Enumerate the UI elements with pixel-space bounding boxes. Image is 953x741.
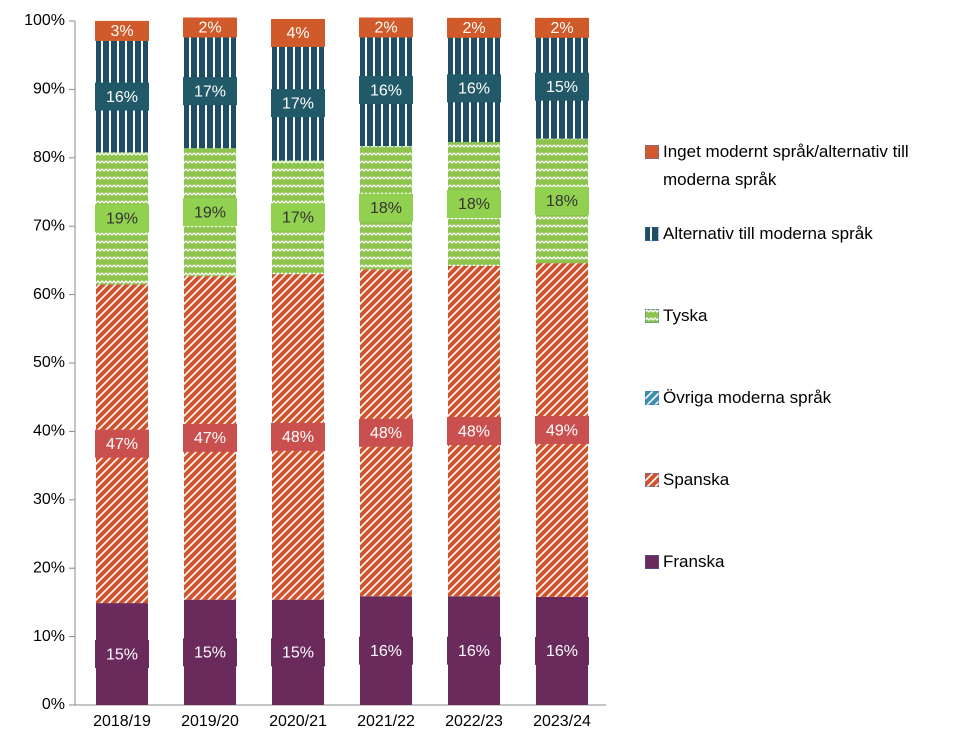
- chart: 0% 10% 20% 30% 40% 50% 60% 70% 80% 90% 100% 2018/19…: [24, 12, 606, 730]
- label-box: [271, 18, 325, 47]
- y-tick-label: 100%: [24, 12, 65, 29]
- legend-swatch: [645, 145, 659, 159]
- label-box: [535, 17, 589, 38]
- legend-item: Franska: [645, 548, 945, 630]
- value-label: 49%: [546, 422, 578, 439]
- x-tick-label: 2018/19: [93, 713, 151, 730]
- legend-swatch: [645, 227, 659, 241]
- y-tick-label: 50%: [33, 354, 65, 371]
- label-box: [183, 638, 237, 667]
- label-box: [95, 429, 149, 458]
- value-label: 48%: [282, 429, 314, 446]
- label-box: [359, 193, 413, 222]
- legend: Inget modernt språk/alternativ till mode…: [645, 138, 945, 630]
- label-box: [271, 89, 325, 118]
- value-label: 16%: [370, 643, 402, 660]
- y-tick-label: 20%: [33, 559, 65, 576]
- value-label: 16%: [106, 89, 138, 106]
- value-label: 18%: [546, 193, 578, 210]
- label-box: [95, 204, 149, 233]
- label-box: [447, 17, 501, 38]
- legend-swatch: [645, 391, 659, 405]
- label-box: [447, 74, 501, 103]
- value-label: 15%: [106, 646, 138, 663]
- legend-item: Alternativ till moderna språk: [645, 220, 945, 302]
- y-tick-label: 90%: [33, 81, 65, 98]
- value-label: 15%: [282, 645, 314, 662]
- value-label: 2%: [374, 20, 397, 37]
- y-tick-label: 70%: [33, 217, 65, 234]
- y-tick-label: 80%: [33, 149, 65, 166]
- label-box: [535, 416, 589, 445]
- label-box: [95, 82, 149, 111]
- value-label: 16%: [546, 643, 578, 660]
- x-tick-label: 2020/21: [269, 713, 327, 730]
- y-tick-label: 40%: [33, 423, 65, 440]
- value-label: 17%: [282, 210, 314, 227]
- value-label: 19%: [194, 204, 226, 221]
- label-box: [359, 17, 413, 38]
- legend-swatch: [645, 473, 659, 487]
- label-box: [271, 638, 325, 667]
- y-tick-label: 30%: [33, 491, 65, 508]
- label-box: [183, 198, 237, 227]
- value-label: 19%: [106, 211, 138, 228]
- label-box: [95, 640, 149, 669]
- legend-swatch: [645, 309, 659, 323]
- label-box: [447, 189, 501, 218]
- x-tick-label: 2021/22: [357, 713, 415, 730]
- legend-swatch: [645, 555, 659, 569]
- legend-item: Spanska: [645, 466, 945, 548]
- value-label: 17%: [282, 95, 314, 112]
- y-tick-label: 10%: [33, 628, 65, 645]
- label-box: [359, 76, 413, 105]
- value-label: 2%: [550, 20, 573, 37]
- value-label: 17%: [194, 83, 226, 100]
- legend-label: Tyska: [663, 306, 708, 325]
- value-label: 16%: [458, 81, 490, 98]
- legend-label: Inget modernt språk/alternativ till mode…: [663, 142, 909, 189]
- legend-label: Franska: [663, 552, 725, 571]
- label-box: [535, 636, 589, 665]
- label-box: [183, 17, 237, 38]
- value-label: 3%: [110, 23, 133, 40]
- legend-item: Tyska: [645, 302, 945, 384]
- x-tick-label: 2022/23: [445, 713, 503, 730]
- value-label: 2%: [198, 20, 221, 37]
- y-tick-label: 0%: [42, 696, 65, 713]
- label-box: [359, 418, 413, 447]
- label-box: [95, 20, 149, 41]
- value-label: 4%: [286, 25, 309, 42]
- legend-item: Övriga moderna språk: [645, 384, 945, 466]
- label-box: [535, 72, 589, 101]
- x-tick-label: 2019/20: [181, 713, 239, 730]
- value-label: 18%: [458, 196, 490, 213]
- label-box: [447, 636, 501, 665]
- legend-label: Alternativ till moderna språk: [663, 224, 873, 243]
- label-box: [447, 417, 501, 446]
- value-label: 16%: [370, 82, 402, 99]
- legend-item: Inget modernt språk/alternativ till mode…: [645, 138, 945, 220]
- y-tick-label: 60%: [33, 286, 65, 303]
- value-label: 15%: [194, 645, 226, 662]
- value-label: 48%: [370, 425, 402, 442]
- value-label: 48%: [458, 423, 490, 440]
- legend-label: Spanska: [663, 470, 730, 489]
- label-box: [359, 636, 413, 665]
- label-box: [183, 77, 237, 106]
- label-box: [271, 422, 325, 451]
- value-label: 16%: [458, 643, 490, 660]
- label-box: [183, 423, 237, 452]
- label-box: [535, 186, 589, 215]
- value-label: 15%: [546, 79, 578, 96]
- value-label: 2%: [462, 20, 485, 37]
- label-box: [271, 203, 325, 232]
- value-label: 47%: [194, 430, 226, 447]
- value-label: 18%: [370, 200, 402, 217]
- legend-label: Övriga moderna språk: [663, 388, 832, 407]
- x-tick-label: 2023/24: [533, 713, 591, 730]
- value-label: 47%: [106, 436, 138, 453]
